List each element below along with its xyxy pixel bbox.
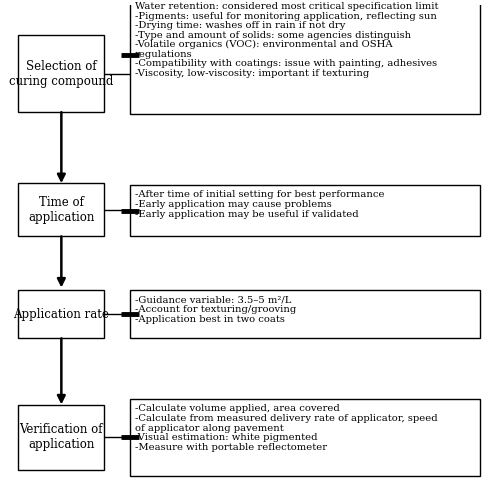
Bar <box>130 399 480 476</box>
Text: -Visual estimation: white pigmented: -Visual estimation: white pigmented <box>135 433 318 442</box>
Text: -Measure with portable reflectometer: -Measure with portable reflectometer <box>135 443 327 452</box>
Text: -Account for texturing/grooving: -Account for texturing/grooving <box>135 305 296 315</box>
Bar <box>130 0 480 114</box>
Text: -Compatibility with coatings: issue with painting, adhesives: -Compatibility with coatings: issue with… <box>135 59 437 68</box>
Text: of applicator along pavement: of applicator along pavement <box>135 423 284 432</box>
Text: -Early application may be useful if validated: -Early application may be useful if vali… <box>135 210 358 218</box>
Text: -Application best in two coats: -Application best in two coats <box>135 315 284 324</box>
Text: -Type and amount of solids: some agencies distinguish: -Type and amount of solids: some agencie… <box>135 31 411 39</box>
Bar <box>18 183 104 236</box>
Bar <box>18 405 104 470</box>
Text: Application rate: Application rate <box>14 308 110 320</box>
Text: -Early application may cause problems: -Early application may cause problems <box>135 200 332 209</box>
Text: Time of
application: Time of application <box>28 196 94 224</box>
Text: regulations: regulations <box>135 50 192 59</box>
Bar <box>18 35 104 112</box>
Text: -Viscosity, low-viscosity: important if texturing: -Viscosity, low-viscosity: important if … <box>135 69 369 78</box>
Text: -Guidance variable: 3.5–5 m²/L: -Guidance variable: 3.5–5 m²/L <box>135 296 291 305</box>
Text: Verification of
application: Verification of application <box>20 423 103 451</box>
Text: -Calculate from measured delivery rate of applicator, speed: -Calculate from measured delivery rate o… <box>135 414 438 423</box>
Bar <box>130 185 480 236</box>
Text: -Calculate volume applied, area covered: -Calculate volume applied, area covered <box>135 404 340 414</box>
Text: -After time of initial setting for best performance: -After time of initial setting for best … <box>135 190 384 200</box>
Text: -Drying time: washes off in rain if not dry: -Drying time: washes off in rain if not … <box>135 21 345 30</box>
Text: Selection of
curing compound: Selection of curing compound <box>9 60 114 88</box>
Bar <box>130 290 480 338</box>
Text: Water retention: considered most critical specification limit: Water retention: considered most critica… <box>135 2 438 11</box>
Text: -Pigments: useful for monitoring application, reflecting sun: -Pigments: useful for monitoring applica… <box>135 11 436 21</box>
Text: -Volatile organics (VOC): environmental and OSHA: -Volatile organics (VOC): environmental … <box>135 40 392 49</box>
Bar <box>18 290 104 338</box>
